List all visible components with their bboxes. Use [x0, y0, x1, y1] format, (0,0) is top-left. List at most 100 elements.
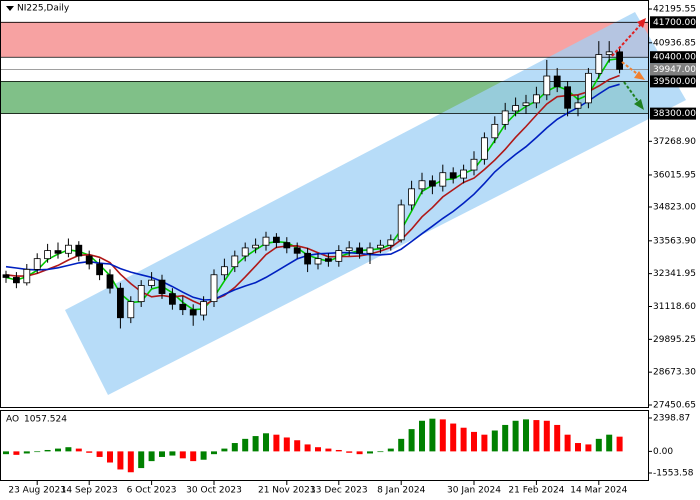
level-label: 39947.00: [653, 65, 696, 75]
ao-bar: [346, 451, 353, 453]
candle: [460, 164, 468, 184]
ao-bar: [200, 451, 207, 460]
candle: [12, 272, 20, 289]
candle: [543, 59, 551, 101]
ao-bar: [169, 451, 176, 456]
level-label-bg: [650, 75, 696, 88]
ao-bar: [398, 438, 405, 452]
x-tick-label: 14 Sep 2023: [61, 486, 118, 496]
candle-body: [117, 287, 124, 319]
y-tick-label: 36015.95: [653, 170, 696, 180]
candle-body: [616, 51, 623, 70]
candle-body: [220, 266, 228, 276]
candle: [314, 253, 322, 270]
ao-bar: [606, 434, 613, 452]
ao-tick-label: 2398.87: [653, 414, 690, 424]
ao-bar: [335, 449, 342, 452]
ao-value: 1057.524: [24, 415, 67, 425]
ao-bar: [231, 443, 238, 452]
candle-body: [241, 247, 249, 257]
menu-icon[interactable]: [6, 6, 14, 11]
candle: [137, 280, 145, 307]
arrow-down: [623, 81, 641, 105]
candle-body: [335, 250, 343, 262]
ao-bar: [439, 419, 446, 452]
candle-body: [210, 274, 218, 303]
ao-bar: [159, 451, 165, 457]
ao-bar: [13, 451, 20, 455]
ao-bar: [616, 436, 623, 452]
candle-body: [512, 105, 519, 112]
ao-bar: [471, 431, 477, 452]
candle: [75, 241, 83, 262]
level-label-bg: [650, 63, 696, 76]
candle: [117, 282, 124, 329]
ao-bar: [419, 420, 425, 452]
candle: [366, 242, 374, 265]
candle-body: [595, 54, 603, 74]
ao-bar: [117, 451, 124, 470]
y-tick-label: 33563.90: [653, 236, 696, 246]
level-label-bg: [650, 107, 696, 120]
candle: [324, 253, 332, 267]
candle: [470, 151, 478, 176]
trend-channel: [65, 12, 686, 395]
y-tick-label: 31118.60: [653, 302, 696, 312]
ao-bar: [523, 419, 529, 452]
ao-bar: [533, 420, 540, 452]
candle-body: [574, 102, 582, 109]
ao-bar: [190, 451, 197, 462]
candle: [179, 296, 187, 316]
candle: [356, 242, 364, 259]
candle: [522, 94, 530, 114]
candle: [491, 116, 499, 144]
candle: [44, 243, 51, 263]
candle-body: [314, 258, 322, 265]
candle-body: [272, 236, 280, 243]
candle-body: [75, 244, 83, 257]
candle-body: [460, 169, 468, 179]
ao-name: AO: [6, 415, 19, 425]
moving-average: [5, 57, 620, 311]
ao-bar: [294, 440, 301, 452]
ao-bar: [252, 436, 259, 452]
candle-body: [491, 123, 499, 139]
candle: [200, 296, 208, 321]
candle: [512, 97, 519, 117]
candle-body: [137, 285, 145, 303]
ao-bar: [367, 451, 373, 454]
candle-body: [408, 188, 416, 206]
ao-bar: [211, 451, 217, 455]
ao-bar: [595, 438, 602, 452]
ao-bar: [502, 424, 509, 452]
ao-bar: [86, 451, 93, 453]
candle: [564, 81, 571, 117]
ao-bar: [429, 418, 436, 452]
candle: [2, 270, 10, 283]
ao-tick-label: -1553.58: [653, 469, 694, 479]
x-tick-label: 30 Jan 2024: [447, 486, 501, 496]
ao-bar: [387, 448, 394, 452]
ao-bar: [481, 434, 488, 452]
candle: [418, 172, 426, 195]
y-tick-label: 28673.30: [653, 368, 696, 378]
candle: [595, 41, 603, 79]
ao-bar: [263, 433, 269, 452]
arrow-up: [611, 21, 644, 57]
ao-bar: [44, 449, 51, 452]
candle: [189, 304, 197, 326]
candle-body: [200, 301, 208, 316]
ao-bar: [96, 451, 103, 457]
ao-bar: [273, 434, 280, 452]
ao-bar: [3, 451, 9, 455]
candle: [158, 274, 166, 299]
ao-bar: [543, 420, 550, 452]
ao-bar: [242, 438, 249, 452]
candle-body: [376, 244, 384, 249]
y-tick-label: 40936.85: [653, 38, 696, 48]
candle-body: [480, 137, 488, 160]
ao-bar: [23, 451, 30, 454]
candle: [241, 242, 249, 262]
candle: [23, 264, 31, 286]
ao-bar: [512, 420, 519, 452]
